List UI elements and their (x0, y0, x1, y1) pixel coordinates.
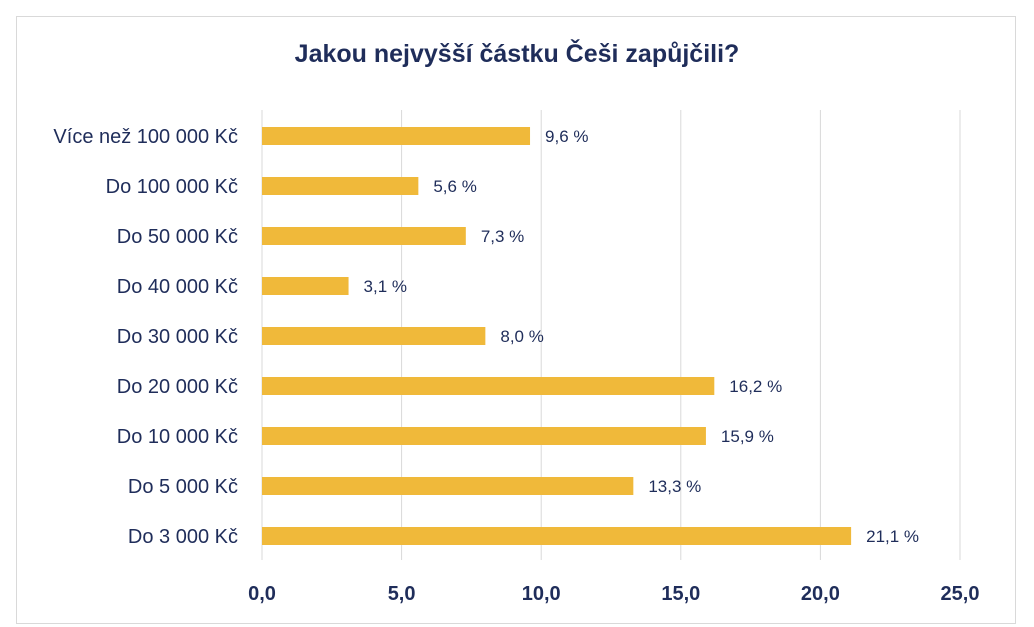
value-label: 5,6 % (433, 177, 476, 196)
category-label: Do 50 000 Kč (117, 226, 238, 248)
bar (262, 477, 634, 495)
bar (262, 377, 715, 395)
value-label: 8,0 % (500, 327, 543, 346)
x-tick-labels: 0,0 5,0 10,0 15,0 20,0 25,0 (248, 583, 979, 605)
x-tick-label: 15,0 (661, 583, 700, 605)
x-tick-label: 20,0 (801, 583, 840, 605)
category-label: Do 40 000 Kč (117, 276, 238, 298)
category-label: Více než 100 000 Kč (53, 126, 238, 148)
bar (262, 427, 706, 445)
bar (262, 227, 466, 245)
bar (262, 527, 852, 545)
value-label: 15,9 % (721, 427, 774, 446)
x-tick-label: 25,0 (941, 583, 980, 605)
bar (262, 327, 486, 345)
bars (262, 127, 852, 545)
category-label: Do 3 000 Kč (128, 526, 238, 548)
x-tick-label: 5,0 (388, 583, 416, 605)
category-label: Do 30 000 Kč (117, 326, 238, 348)
category-label: Do 10 000 Kč (117, 426, 238, 448)
category-label: Do 20 000 Kč (117, 376, 238, 398)
category-label: Do 100 000 Kč (106, 176, 238, 198)
bar (262, 127, 531, 145)
value-label: 9,6 % (545, 127, 588, 146)
category-labels: Více než 100 000 Kč Do 100 000 Kč Do 50 00… (53, 126, 238, 548)
category-label: Do 5 000 Kč (128, 476, 238, 498)
value-label: 21,1 % (866, 527, 919, 546)
x-tick-label: 0,0 (248, 583, 276, 605)
value-label: 13,3 % (648, 477, 701, 496)
x-tick-label: 10,0 (522, 583, 561, 605)
chart-frame (16, 16, 1016, 624)
chart-title: Jakou nejvyšší částku Češi zapůjčili? (294, 40, 740, 68)
value-label: 7,3 % (481, 227, 524, 246)
bar (262, 177, 419, 195)
value-label: 16,2 % (729, 377, 782, 396)
bar (262, 277, 349, 295)
value-labels: 9,6 % 5,6 % 7,3 % 3,1 % 8,0 % 16,2 % 15,9 % 13,… (364, 127, 919, 546)
value-label: 3,1 % (364, 277, 407, 296)
